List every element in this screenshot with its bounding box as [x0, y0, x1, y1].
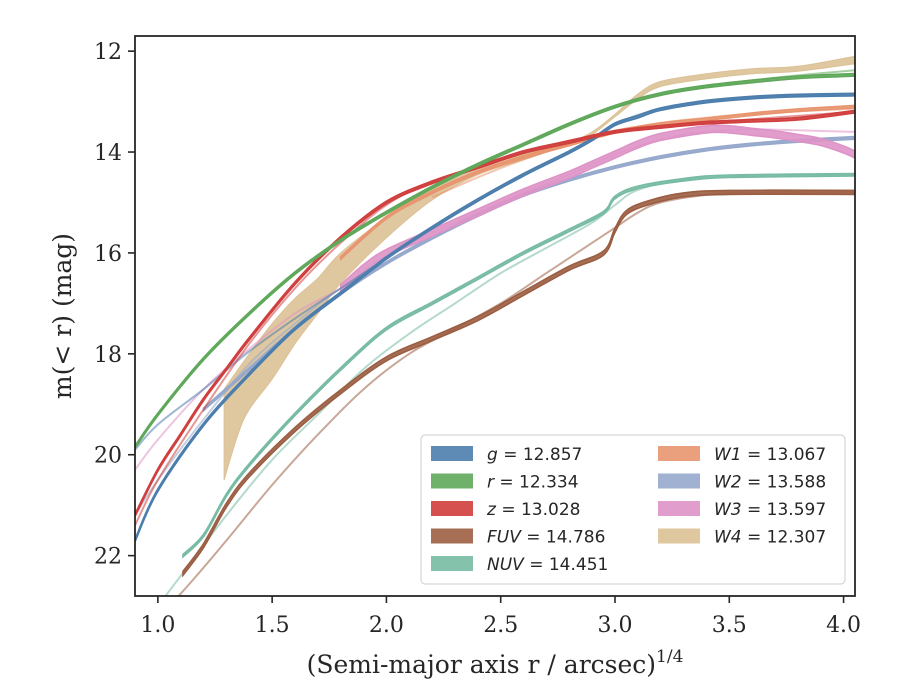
legend-swatch-w2 [658, 473, 700, 489]
legend-band-name: FUV [487, 528, 522, 548]
legend-band-name: W1 [714, 445, 742, 465]
x-tick-label: 2.0 [369, 613, 404, 638]
legend-label-w3: W3 = 13.597 [714, 500, 826, 520]
legend-band-value: = 14.451 [524, 555, 609, 575]
legend-band-value: = 13.067 [742, 445, 827, 465]
legend-band-name: r [487, 473, 495, 493]
x-tick-label: 3.5 [712, 613, 747, 638]
legend-band-value: = 12.307 [742, 528, 827, 548]
legend-swatch-w3 [658, 501, 700, 516]
y-tick-label: 22 [94, 545, 122, 570]
x-axis-label: (Semi-major axis r / arcsec)1/4 [307, 647, 684, 679]
x-axis: 1.0 1.5 2.0 2.5 3.0 3.5 4.0 [140, 596, 861, 638]
series-band-w2 [202, 135, 855, 413]
series-band-z [135, 109, 855, 517]
legend-band-name: W3 [714, 500, 742, 520]
legend-swatch-nuv [431, 556, 473, 571]
series-band-g [135, 92, 855, 543]
legend-band-name: z [486, 500, 497, 520]
legend-label-r: r = 12.334 [487, 473, 579, 493]
legend-band-name: g [487, 445, 498, 465]
legend-label-nuv: NUV = 14.451 [487, 555, 608, 575]
legend-swatch-z [431, 501, 473, 516]
y-tick-label: 18 [94, 343, 122, 368]
legend-band-name: W4 [714, 528, 742, 548]
legend-band-value: = 12.334 [494, 473, 579, 493]
y-tick-label: 12 [94, 40, 122, 65]
series-band-r [135, 72, 855, 450]
y-axis-label: m(< r) (mag) [48, 233, 77, 399]
series-band-fuv [182, 189, 855, 578]
legend-swatch-g [431, 446, 473, 461]
x-tick-label: 4.0 [826, 613, 861, 638]
y-axis: 12 14 16 18 20 22 [94, 40, 135, 570]
y-tick-label: 16 [94, 242, 122, 267]
legend-label-fuv: FUV = 14.786 [487, 528, 605, 548]
legend-label-w2: W2 = 13.588 [714, 473, 826, 493]
series-band-nuv [182, 172, 855, 559]
legend-band-name: W2 [714, 473, 742, 493]
legend-label-z: z = 13.028 [486, 500, 580, 520]
curve-layer [135, 55, 855, 596]
legend-swatch-r [431, 473, 473, 489]
legend-band-name: NUV [487, 555, 525, 575]
x-tick-label: 1.5 [255, 613, 290, 638]
legend-swatch-fuv [431, 528, 473, 544]
x-tick-label: 2.5 [483, 613, 518, 638]
legend-frame [420, 434, 846, 585]
legend-label-g: g = 12.857 [487, 445, 582, 465]
x-axis-label-exponent: 1/4 [656, 647, 683, 667]
plot-frame [134, 35, 856, 597]
legend-label-w1: W1 = 13.067 [714, 445, 826, 465]
legend-label-w4: W4 = 12.307 [714, 528, 826, 548]
y-tick-label: 14 [94, 141, 122, 166]
x-tick-label: 3.0 [598, 613, 633, 638]
legend-band-value: = 13.588 [742, 473, 827, 493]
x-tick-label: 1.0 [140, 613, 175, 638]
y-tick-label: 20 [94, 444, 122, 469]
series-band-w3 [339, 124, 855, 294]
legend-band-value: = 13.597 [742, 500, 827, 520]
legend-band-value: = 14.786 [521, 528, 606, 548]
legend-swatch-w1 [658, 446, 700, 461]
legend-swatch-w4 [658, 528, 700, 544]
legend-band-value: = 12.857 [498, 445, 583, 465]
x-axis-label-text: (Semi-major axis r / arcsec) [307, 650, 656, 679]
legend-band-value: = 13.028 [496, 500, 581, 520]
